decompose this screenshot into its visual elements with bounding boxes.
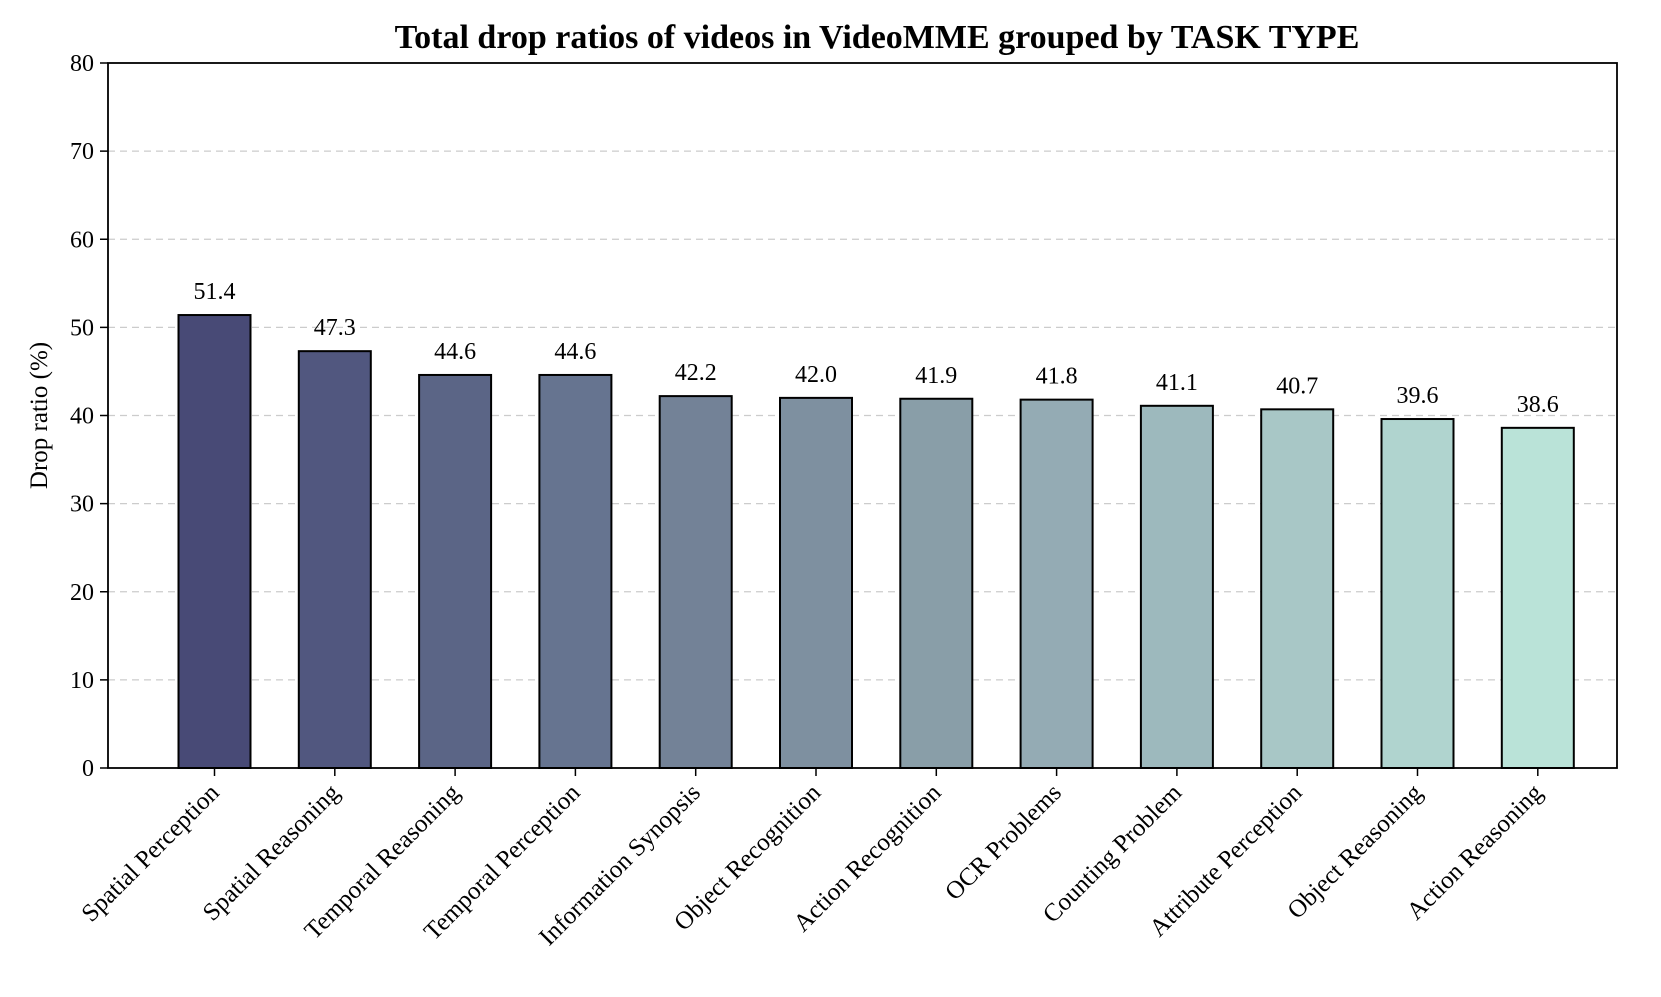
data-label: 39.6 — [1397, 383, 1439, 409]
y-axis: 0 10 20 30 40 50 60 70 80 — [70, 51, 108, 782]
bar — [177, 314, 252, 769]
bar — [538, 373, 613, 769]
data-label: 44.6 — [554, 339, 596, 365]
y-axis-label: Drop ratio (%) — [26, 342, 53, 489]
bar — [1260, 408, 1335, 769]
data-label: 41.9 — [915, 363, 957, 389]
data-label: 44.6 — [434, 339, 476, 365]
y-tick-label: 60 — [70, 227, 94, 253]
y-tick-label: 20 — [70, 580, 94, 606]
data-label: 51.4 — [194, 279, 236, 305]
bar — [1500, 426, 1575, 769]
y-tick-label: 50 — [70, 315, 94, 341]
data-labels: 51.4 47.3 44.6 44.6 42.2 42.0 41.9 41.8 41.1 40.7… — [194, 279, 1559, 418]
bar — [297, 350, 372, 769]
bar — [899, 397, 974, 769]
data-label: 41.8 — [1036, 364, 1078, 390]
bar — [418, 373, 493, 769]
bars — [177, 314, 1575, 769]
y-tick-label: 80 — [70, 51, 94, 77]
data-label: 42.2 — [675, 360, 717, 386]
y-tick-label: 40 — [70, 404, 94, 430]
bar — [1019, 398, 1094, 769]
data-label: 42.0 — [795, 362, 837, 388]
y-tick-label: 30 — [70, 492, 94, 518]
data-label: 40.7 — [1276, 373, 1318, 399]
x-tick-label: OCR Problems — [940, 779, 1067, 906]
bar — [1139, 404, 1214, 769]
y-tick-label: 10 — [70, 668, 94, 694]
y-tick-label: 70 — [70, 139, 94, 165]
data-label: 38.6 — [1517, 392, 1559, 418]
bar — [779, 396, 853, 769]
bar — [658, 395, 733, 769]
bar — [1380, 418, 1455, 769]
data-label: 41.1 — [1156, 370, 1198, 396]
data-label: 47.3 — [314, 315, 356, 341]
y-tick-label: 0 — [82, 756, 94, 782]
chart-title: Total drop ratios of videos in VideoMME … — [395, 19, 1360, 56]
